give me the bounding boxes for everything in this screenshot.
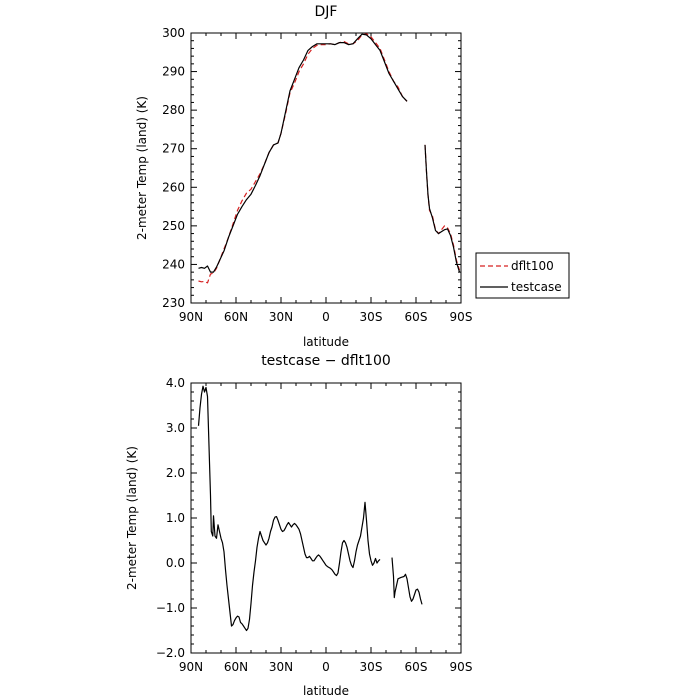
bottom-x-tick-label: 0 <box>322 660 330 674</box>
top-x-tick-label: 90S <box>450 310 473 324</box>
top-chart-panel: DJF latitude 2-meter Temp (land) (K) 90N… <box>135 4 472 349</box>
top-series-testcase-segment-1 <box>424 144 461 273</box>
bottom-x-tick-label: 60S <box>405 660 428 674</box>
top-x-tick-label: 30N <box>269 310 293 324</box>
bottom-x-tick-label: 60N <box>224 660 248 674</box>
bottom-x-tick-label: 30N <box>269 660 293 674</box>
bottom-y-tick-label: 4.0 <box>166 376 185 390</box>
bottom-chart-ylabel: 2-meter Temp (land) (K) <box>125 446 139 590</box>
bottom-y-tick-label: −2.0 <box>156 646 185 660</box>
top-y-tick-label: 290 <box>162 65 185 79</box>
legend-label-testcase: testcase <box>511 280 562 294</box>
bottom-chart-title: testcase − dflt100 <box>261 353 391 369</box>
top-series-dflt100-segment-0 <box>198 33 408 284</box>
bottom-series-diff-segment-1 <box>391 557 423 605</box>
top-y-tick-label: 260 <box>162 180 185 194</box>
top-chart-title: DJF <box>315 4 338 20</box>
top-x-tick-label: 60N <box>224 310 248 324</box>
top-x-tick-label: 0 <box>322 310 330 324</box>
top-y-tick-label: 300 <box>162 26 185 40</box>
top-y-tick-label: 270 <box>162 142 185 156</box>
legend-box <box>475 252 570 299</box>
top-y-tick-label: 240 <box>162 257 185 271</box>
bottom-chart-panel: testcase − dflt100 latitude 2-meter Temp… <box>125 353 472 698</box>
bottom-y-tick-label: 0.0 <box>166 556 185 570</box>
top-chart-frame <box>190 32 462 304</box>
top-y-tick-label: 230 <box>162 296 185 310</box>
top-y-tick-label: 250 <box>162 219 185 233</box>
bottom-chart-frame <box>190 382 462 654</box>
top-x-tick-label: 30S <box>360 310 383 324</box>
bottom-series-diff-segment-0 <box>197 385 381 632</box>
bottom-x-tick-label: 30S <box>360 660 383 674</box>
top-x-tick-label: 60S <box>405 310 428 324</box>
legend-label-dflt100: dflt100 <box>511 259 554 273</box>
top-chart-ylabel: 2-meter Temp (land) (K) <box>135 96 149 240</box>
bottom-y-tick-label: −1.0 <box>156 601 185 615</box>
bottom-x-tick-label: 90S <box>450 660 473 674</box>
top-series-testcase-segment-0 <box>198 33 408 273</box>
bottom-y-tick-label: 2.0 <box>166 466 185 480</box>
top-y-tick-label: 280 <box>162 103 185 117</box>
top-chart-xlabel: latitude <box>303 335 349 349</box>
bottom-y-tick-label: 3.0 <box>166 421 185 435</box>
bottom-chart-xlabel: latitude <box>303 684 349 698</box>
legend: dflt100 testcase <box>475 252 570 299</box>
top-x-tick-label: 90N <box>179 310 203 324</box>
bottom-y-tick-label: 1.0 <box>166 511 185 525</box>
bottom-x-tick-label: 90N <box>179 660 203 674</box>
